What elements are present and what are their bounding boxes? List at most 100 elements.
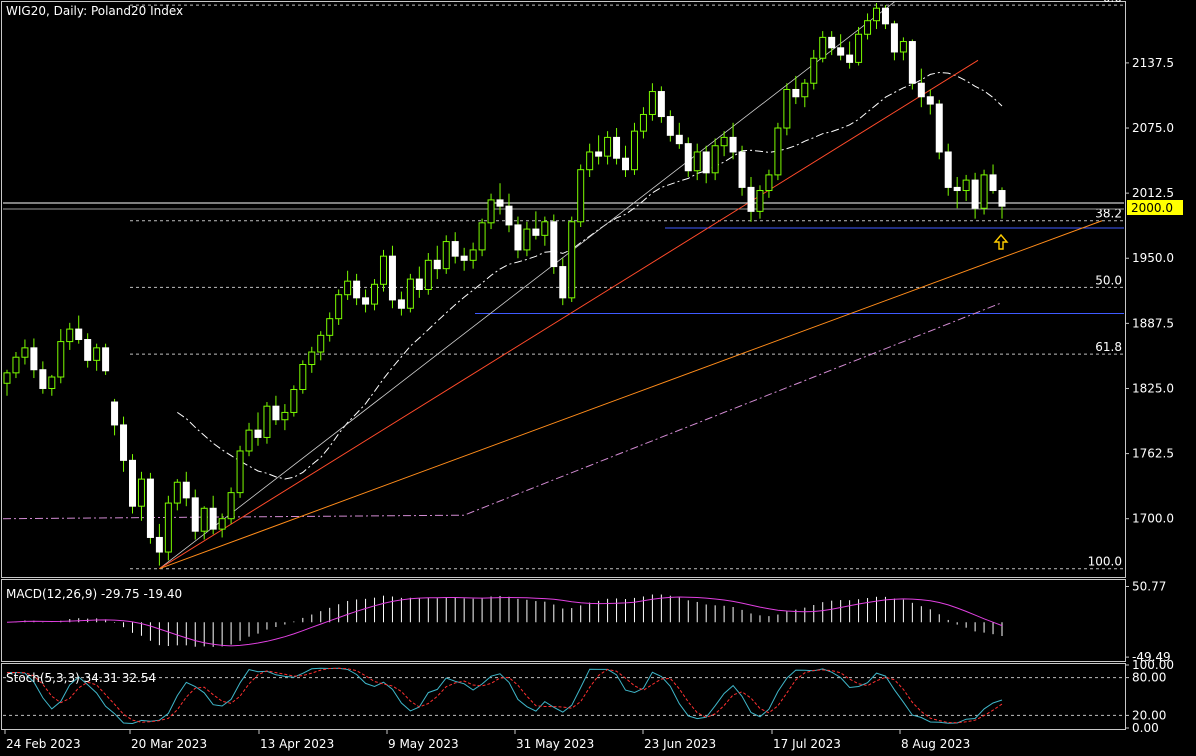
time-tick-label: 8 Aug 2023: [901, 737, 970, 751]
candle-body: [263, 405, 271, 438]
candle-body: [532, 228, 540, 236]
stoch-panel-frame: [1, 663, 1126, 730]
candle-body: [496, 199, 504, 207]
candle-body: [12, 356, 20, 374]
fib-level-label: 61.8: [1095, 340, 1122, 354]
candle-body: [783, 88, 791, 129]
candle-body: [48, 376, 56, 389]
candle-body: [173, 481, 181, 504]
candle-body: [433, 259, 441, 270]
trendline: [159, 220, 1103, 570]
time-tick-label: 24 Feb 2023: [6, 737, 81, 751]
candle-body: [460, 255, 468, 261]
candle-body: [397, 299, 405, 309]
candle-body: [3, 372, 11, 384]
candle-body: [451, 241, 459, 257]
fib-level-label: 38.2: [1095, 207, 1122, 221]
candle-body: [344, 280, 352, 296]
candle-body: [666, 116, 674, 136]
candle-body: [245, 429, 253, 452]
candle-body: [191, 497, 199, 532]
candle-body: [209, 507, 217, 530]
candle-body: [281, 411, 289, 421]
candle-body: [711, 145, 719, 174]
fib-level-label: 100.0: [1088, 555, 1122, 569]
time-tick-label: 17 Jul 2023: [773, 737, 841, 751]
candle-body: [66, 328, 74, 343]
candle-body: [93, 347, 101, 361]
fib-level-label: 50.0: [1095, 273, 1122, 287]
price-tick-label: 1950.0: [1132, 251, 1174, 265]
candle-body: [57, 341, 65, 378]
price-axis: 2137.5 2075.0 2012.5 1950.0 1887.5 1825.0 1762…: [1125, 56, 1174, 735]
price-tick-label: 2012.5: [1132, 186, 1174, 200]
macd-series: [6, 594, 1003, 647]
candle-body: [388, 255, 396, 301]
current-price-value: 2000.0: [1131, 201, 1173, 215]
stoch-label: Stoch(5,3,3) 34.31 32.54: [6, 671, 156, 685]
candle-body: [353, 280, 361, 299]
macd-label: MACD(12,26,9) -29.75 -19.40: [6, 587, 182, 601]
candle-body: [514, 224, 522, 251]
candle-body: [559, 266, 567, 299]
macd-tick-label: 50.77: [1132, 580, 1166, 594]
candle-body: [989, 174, 997, 192]
candle-body: [290, 389, 298, 413]
candle-body: [810, 57, 818, 84]
main-panel-frame: [1, 1, 1126, 578]
candle-body: [406, 278, 414, 309]
candle-body: [75, 328, 83, 341]
stoch-k-line: [6, 667, 1003, 725]
candle-body: [971, 179, 979, 209]
candle-body: [622, 157, 630, 171]
up-arrow-icon: [993, 233, 1009, 250]
candle-body: [299, 364, 307, 391]
candle-body: [379, 255, 387, 285]
candle-body: [855, 33, 863, 63]
price-tick-label: 1887.5: [1132, 316, 1174, 330]
candle-body: [702, 151, 710, 174]
candle-body: [729, 136, 737, 153]
candle-body: [146, 478, 154, 538]
candle-body: [550, 221, 558, 268]
candle-body: [792, 88, 800, 98]
time-tick-label: 31 May 2023: [516, 737, 594, 751]
candles: [3, 3, 1006, 566]
candle-body: [505, 205, 513, 226]
time-tick-label: 23 Jun 2023: [644, 737, 716, 751]
fibonacci-levels: 0.0 38.2 50.0 61.8 100.0: [130, 0, 1124, 570]
candle-body: [21, 347, 29, 358]
candle-body: [164, 502, 172, 553]
candle-body: [227, 492, 235, 520]
candle-body: [604, 136, 612, 157]
candle-body: [595, 151, 603, 157]
candle-body: [308, 351, 316, 366]
candle-body: [155, 536, 163, 553]
candle-body: [84, 339, 92, 361]
candle-body: [335, 294, 343, 320]
candle-body: [523, 228, 531, 251]
candle-body: [326, 318, 334, 336]
candle-body: [111, 401, 119, 426]
candle-body: [765, 174, 773, 192]
trendline: [159, 59, 979, 570]
candle-body: [639, 113, 647, 132]
candle-body: [774, 127, 782, 176]
candle-body: [962, 179, 970, 192]
candle-body: [218, 518, 226, 530]
stoch-tick-label: 0.00: [1132, 721, 1159, 735]
candle-body: [917, 82, 925, 98]
candle-body: [648, 91, 656, 115]
time-tick-label: 13 Apr 2023: [260, 737, 334, 751]
price-tick-label: 2075.0: [1132, 121, 1174, 135]
candle-body: [478, 222, 486, 251]
candle-body: [980, 174, 988, 209]
stoch-tick-label: 80.00: [1132, 671, 1166, 685]
candle-body: [415, 278, 423, 290]
candle-body: [182, 481, 190, 499]
candle-body: [371, 283, 379, 305]
candle-body: [137, 478, 145, 507]
chart-title: WIG20, Daily: Poland20 Index: [6, 4, 183, 18]
macd-tick-label: -49.49: [1132, 650, 1171, 664]
stochastic-series: [3, 667, 1124, 725]
